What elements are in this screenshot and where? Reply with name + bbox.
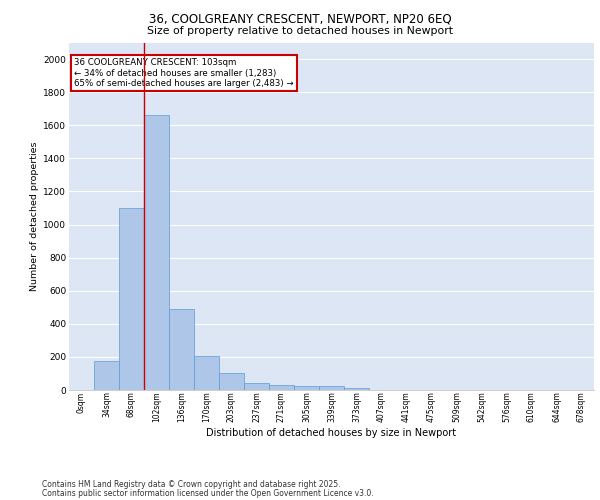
Bar <box>169 309 194 390</box>
Text: Size of property relative to detached houses in Newport: Size of property relative to detached ho… <box>147 26 453 36</box>
Y-axis label: Number of detached properties: Number of detached properties <box>30 142 39 291</box>
Text: 36, COOLGREANY CRESCENT, NEWPORT, NP20 6EQ: 36, COOLGREANY CRESCENT, NEWPORT, NP20 6… <box>149 12 451 26</box>
Text: Contains HM Land Registry data © Crown copyright and database right 2025.: Contains HM Land Registry data © Crown c… <box>42 480 341 489</box>
Text: Contains public sector information licensed under the Open Government Licence v3: Contains public sector information licen… <box>42 488 374 498</box>
Bar <box>344 388 369 390</box>
Bar <box>94 361 119 390</box>
Bar <box>119 208 144 390</box>
Bar <box>144 116 169 390</box>
Text: 36 COOLGREANY CRESCENT: 103sqm
← 34% of detached houses are smaller (1,283)
65% : 36 COOLGREANY CRESCENT: 103sqm ← 34% of … <box>74 58 294 88</box>
Bar <box>269 385 294 390</box>
Bar <box>219 374 244 390</box>
Bar <box>244 382 269 390</box>
Bar <box>194 356 219 390</box>
Bar <box>294 386 319 390</box>
X-axis label: Distribution of detached houses by size in Newport: Distribution of detached houses by size … <box>206 428 457 438</box>
Bar <box>319 386 344 390</box>
